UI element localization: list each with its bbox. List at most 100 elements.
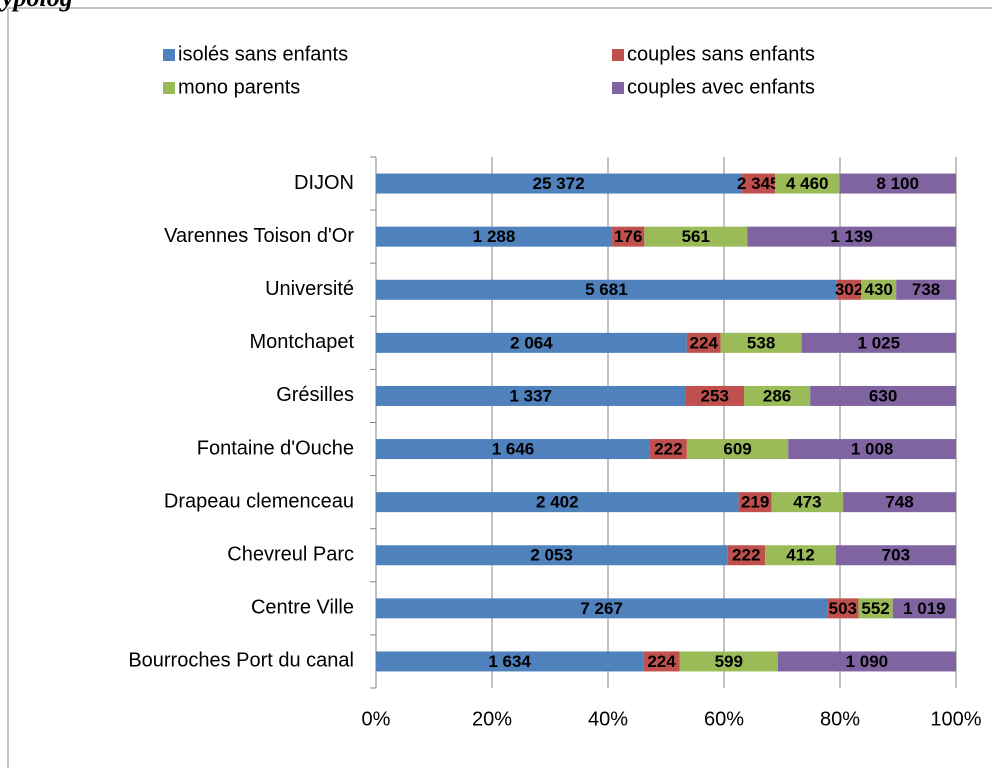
bar-segment — [376, 598, 828, 619]
y-tick-label: Centre Ville — [251, 597, 354, 619]
bar-segment — [376, 279, 837, 300]
data-label: 224 — [690, 333, 719, 352]
bar-segment — [741, 173, 776, 194]
data-label: 538 — [747, 333, 775, 352]
x-tick-label: 0% — [362, 708, 391, 730]
data-label: 430 — [865, 280, 893, 299]
bar-segment — [747, 226, 956, 247]
data-label: 253 — [701, 386, 729, 405]
bar-segment — [861, 279, 897, 300]
data-label: 748 — [885, 493, 913, 512]
y-tick-label: Grésilles — [276, 384, 354, 406]
legend-swatch — [612, 82, 624, 94]
data-label: 2 053 — [530, 546, 573, 565]
legend-label: couples sans enfants — [627, 43, 815, 65]
data-label: 4 460 — [786, 174, 829, 193]
data-label: 7 267 — [580, 599, 623, 618]
bar-segment — [810, 385, 956, 406]
bar-segment — [727, 545, 766, 566]
bar-segment — [720, 332, 802, 353]
y-tick-label: DIJON — [294, 172, 354, 194]
data-label: 8 100 — [876, 174, 919, 193]
data-label: 1 139 — [830, 227, 873, 246]
y-tick-label: Varennes Toison d'Or — [164, 225, 354, 247]
data-label: 286 — [763, 386, 791, 405]
data-label: 5 681 — [585, 280, 628, 299]
data-label: 224 — [647, 652, 676, 671]
bar-segment — [827, 598, 859, 619]
data-label: 1 634 — [488, 652, 531, 671]
y-tick-label: Université — [265, 278, 354, 300]
bar-segment — [788, 439, 956, 460]
bar-segment — [376, 226, 613, 247]
bar-segment — [643, 651, 680, 672]
legend-label: couples avec enfants — [627, 76, 815, 98]
data-label: 703 — [882, 546, 910, 565]
legend-label: mono parents — [178, 76, 300, 98]
x-tick-label: 40% — [588, 708, 628, 730]
data-label: 176 — [614, 227, 642, 246]
y-tick-label: Fontaine d'Ouche — [197, 437, 354, 459]
data-label: 630 — [869, 386, 897, 405]
bar-segment — [376, 439, 650, 460]
data-label: 561 — [682, 227, 710, 246]
bar-segment — [376, 545, 728, 566]
bar-segment — [765, 545, 836, 566]
data-label: 302 — [835, 280, 863, 299]
bar-segment — [644, 226, 748, 247]
bar-segment — [858, 598, 893, 619]
data-label: 503 — [829, 599, 857, 618]
bar-segment — [771, 492, 844, 513]
legend-swatch — [163, 82, 175, 94]
bar-segment — [679, 651, 778, 672]
y-tick-label: Chevreul Parc — [227, 544, 354, 566]
data-label: 1 025 — [858, 333, 901, 352]
data-label: 609 — [723, 440, 751, 459]
y-tick-label: Montchapet — [249, 331, 354, 353]
legend-label: isolés sans enfants — [178, 43, 348, 65]
bar-segment — [843, 492, 956, 513]
bar-segment — [376, 385, 686, 406]
x-tick-label: 100% — [930, 708, 981, 730]
bar-segment — [743, 385, 811, 406]
data-label: 738 — [912, 280, 940, 299]
data-label: 1 337 — [509, 386, 552, 405]
bar-segment — [836, 279, 862, 300]
data-label: 412 — [786, 546, 814, 565]
data-label: 219 — [741, 493, 769, 512]
chart-title: ypolog — [0, 0, 73, 12]
y-tick-label: Bourroches Port du canal — [128, 650, 354, 672]
data-label: 2 064 — [510, 333, 553, 352]
bar-segment — [686, 332, 721, 353]
data-label: 599 — [715, 652, 743, 671]
bar-segment — [685, 385, 744, 406]
bar-segment — [612, 226, 645, 247]
data-label: 1 008 — [851, 440, 894, 459]
bar-segment — [839, 173, 956, 194]
bar-segment — [801, 332, 956, 353]
bar-segment — [376, 651, 644, 672]
bar-segment — [738, 492, 772, 513]
bar-segment — [892, 598, 956, 619]
data-label: 1 019 — [903, 599, 946, 618]
bar-segment — [835, 545, 956, 566]
data-label: 222 — [654, 440, 682, 459]
data-label: 552 — [861, 599, 889, 618]
data-label: 2 402 — [536, 493, 579, 512]
bar-segment — [686, 439, 789, 460]
bar-segment — [376, 173, 742, 194]
bar-segment — [649, 439, 687, 460]
bar-segment — [777, 651, 956, 672]
frame — [7, 7, 992, 768]
bar-segment — [376, 332, 687, 353]
data-label: 1 288 — [473, 227, 516, 246]
x-tick-label: 60% — [704, 708, 744, 730]
bar-segment — [376, 492, 739, 513]
bar-segment — [896, 279, 956, 300]
y-tick-label: Drapeau clemenceau — [164, 490, 354, 512]
bar-segment — [775, 173, 840, 194]
data-label: 2 345 — [737, 174, 780, 193]
data-label: 1 090 — [846, 652, 889, 671]
data-label: 473 — [793, 493, 821, 512]
